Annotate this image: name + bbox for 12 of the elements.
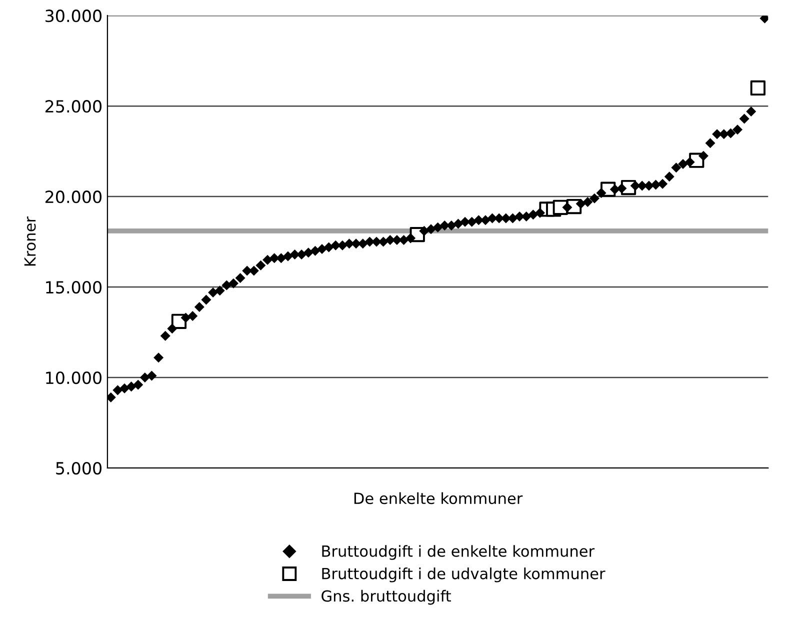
legend-label: Bruttoudgift i de udvalgte kommuner [322,568,606,582]
y-tick-label: 20.000 [46,190,102,204]
point [750,80,766,96]
y-tick-label: 30.000 [46,10,102,22]
y-tick-label: 5.000 [56,462,102,475]
x-axis-title: De enkelte kommuner [354,492,523,504]
y-tick-label: 15.000 [46,281,102,294]
y-tick-label: 25.000 [46,100,102,113]
legend-label: Gns. bruttoudgift [322,590,451,605]
legend-label: Bruttoudgift i de enkelte kommuner [322,545,595,560]
y-axis-title: Kroner [24,216,36,266]
y-tick-label: 10.000 [46,371,102,384]
